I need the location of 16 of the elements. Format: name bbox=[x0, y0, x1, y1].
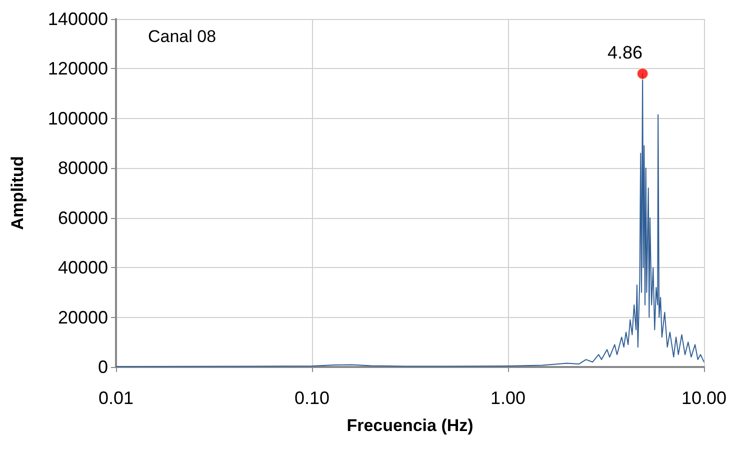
y-tick-label: 140000 bbox=[48, 9, 108, 29]
x-axis-title: Frecuencia (Hz) bbox=[346, 416, 474, 435]
annotation: Canal 08 bbox=[148, 27, 216, 46]
x-tick-label: 1.00 bbox=[490, 388, 526, 408]
x-tick-label: 0.01 bbox=[98, 388, 134, 408]
y-tick-label: 20000 bbox=[58, 307, 108, 328]
x-tick-label: 10.00 bbox=[681, 388, 727, 408]
y-tick-label: 60000 bbox=[58, 208, 108, 228]
y-axis-title: Amplitud bbox=[8, 156, 27, 230]
y-tick-label: 100000 bbox=[48, 108, 108, 128]
y-tick-label: 0 bbox=[98, 357, 108, 377]
annotation: 4.86 bbox=[608, 42, 643, 63]
x-tick-label: 0.10 bbox=[294, 388, 330, 408]
y-tick-label: 80000 bbox=[58, 158, 108, 178]
y-tick-label: 120000 bbox=[48, 58, 108, 79]
y-tick-label: 40000 bbox=[58, 258, 108, 278]
